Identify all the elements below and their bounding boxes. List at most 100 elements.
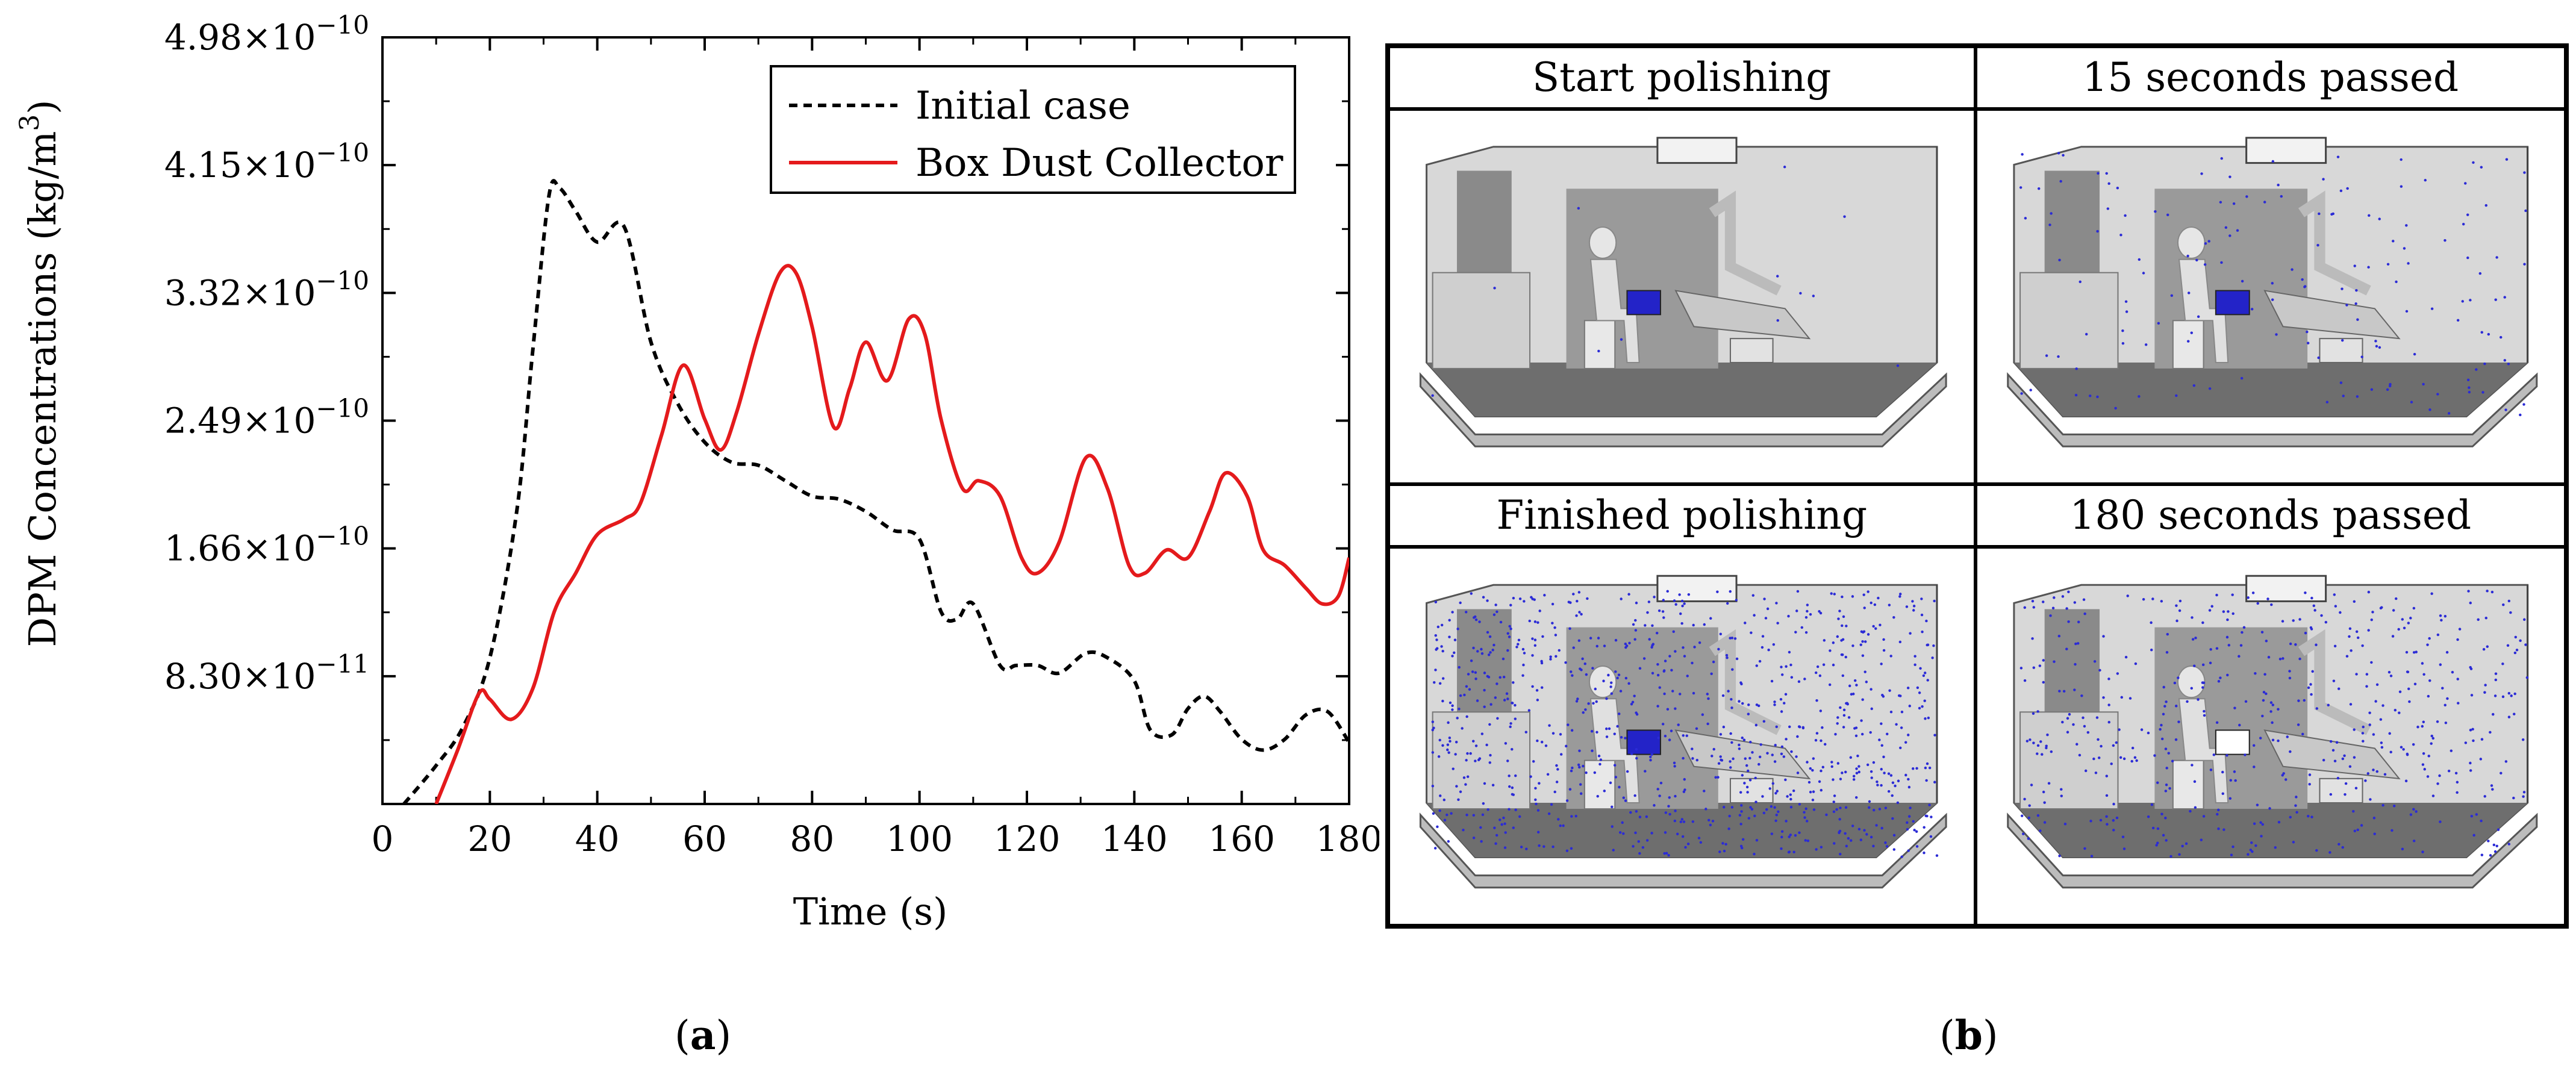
dust-particle	[1555, 655, 1558, 658]
dust-particle	[2366, 772, 2369, 775]
dust-particle	[1744, 622, 1747, 625]
dust-particle	[1833, 842, 1836, 845]
dust-particle	[1838, 818, 1841, 821]
dust-particle	[2138, 258, 2141, 261]
dust-particle	[1434, 600, 1438, 603]
dust-particle	[2466, 378, 2469, 382]
dust-particle	[1729, 760, 1732, 763]
dust-particle	[2490, 784, 2493, 787]
dust-particle	[2375, 683, 2378, 686]
dust-particle	[2061, 154, 2065, 157]
dust-particle	[1892, 848, 1896, 851]
dust-particle	[1504, 742, 1508, 745]
dust-particle	[2354, 302, 2357, 305]
dust-particle	[2228, 175, 2231, 178]
dust-particle	[2228, 234, 2231, 237]
dust-particle	[1511, 747, 1514, 751]
dust-particle	[2151, 597, 2154, 600]
dust-particle	[1933, 780, 1936, 784]
dust-particle	[2387, 670, 2390, 674]
dust-particle	[2230, 853, 2233, 856]
dust-particle	[1650, 753, 1653, 756]
dust-particle	[1870, 707, 1873, 711]
dust-particle	[1521, 674, 1524, 677]
dust-particle	[2241, 279, 2244, 283]
dust-particle	[2356, 318, 2359, 321]
dust-particle	[1770, 679, 1774, 683]
dust-particle	[1682, 790, 1686, 793]
dust-particle	[1579, 783, 1582, 786]
dust-particle	[1801, 726, 1805, 729]
dust-particle	[1789, 833, 1792, 837]
dust-particle	[1746, 791, 1749, 794]
dust-particle	[1783, 702, 1786, 705]
dust-particle	[2363, 779, 2367, 782]
dust-particle	[1773, 806, 1776, 809]
foot-rest	[2318, 338, 2363, 363]
dust-particle	[1855, 767, 1858, 770]
dust-particle	[2175, 619, 2178, 623]
dust-particle	[2481, 391, 2484, 394]
dust-particle	[2036, 744, 2039, 747]
dust-particle	[2217, 680, 2220, 683]
dust-particle	[1847, 837, 1850, 840]
dust-particle	[2164, 700, 2168, 703]
dust-particle	[1784, 693, 1788, 696]
dust-particle	[2371, 611, 2374, 614]
dust-particle	[1592, 702, 1595, 705]
dust-particle	[2083, 847, 2086, 850]
dust-particle	[2391, 635, 2394, 638]
dust-particle	[2490, 590, 2493, 594]
dust-particle	[2378, 346, 2381, 349]
dust-particle	[2202, 815, 2205, 818]
dust-particle	[2072, 688, 2076, 691]
dust-particle	[2240, 376, 2243, 380]
dust-particle	[1712, 660, 1715, 664]
dust-particle	[1861, 698, 1864, 701]
dust-particle	[1478, 620, 1481, 623]
dust-particle	[1445, 813, 1449, 817]
dust-particle	[2381, 704, 2384, 707]
dust-particle	[1878, 738, 1881, 741]
dust-particle	[1805, 820, 1809, 823]
dust-particle	[1653, 596, 1656, 599]
dust-particle	[1489, 703, 1492, 706]
dust-particle	[2240, 631, 2244, 634]
dust-particle	[1774, 819, 1777, 822]
dust-particle	[2037, 187, 2040, 190]
dust-particle	[1819, 611, 1823, 615]
dust-particle	[1923, 671, 1927, 675]
dust-particle	[1609, 781, 1612, 785]
dust-particle	[2484, 204, 2487, 207]
dust-particle	[2292, 841, 2295, 844]
dust-particle	[1440, 623, 1444, 627]
dust-particle	[1888, 689, 1891, 692]
dust-particle	[2463, 182, 2466, 185]
dust-particle	[1839, 706, 1842, 709]
dust-particle	[2036, 814, 2039, 817]
dust-particle	[2407, 687, 2410, 691]
dust-particle	[1438, 682, 1442, 685]
room-floor	[2013, 362, 2528, 417]
dust-particle	[2461, 300, 2464, 303]
dust-particle	[1773, 700, 1776, 703]
dust-particle	[1620, 338, 1623, 341]
dust-particle	[1879, 623, 1882, 627]
dust-particle	[1855, 771, 1859, 775]
dust-particle	[1649, 758, 1652, 762]
dust-particle	[1645, 839, 1649, 842]
dust-particle	[1780, 665, 1783, 668]
dust-particle	[2042, 790, 2045, 794]
room-simulation-image	[1390, 111, 1974, 482]
dust-particle	[2524, 643, 2527, 646]
dust-particle	[2391, 240, 2395, 243]
dust-particle	[2260, 714, 2264, 718]
dust-particle	[2388, 384, 2391, 388]
dust-particle	[2052, 660, 2056, 663]
dust-particle	[1514, 808, 1517, 811]
dust-particle	[1608, 727, 1611, 731]
dust-particle	[2120, 696, 2123, 699]
dust-particle	[2101, 696, 2105, 699]
dust-particle	[1658, 686, 1661, 689]
dust-particle	[2319, 614, 2323, 617]
